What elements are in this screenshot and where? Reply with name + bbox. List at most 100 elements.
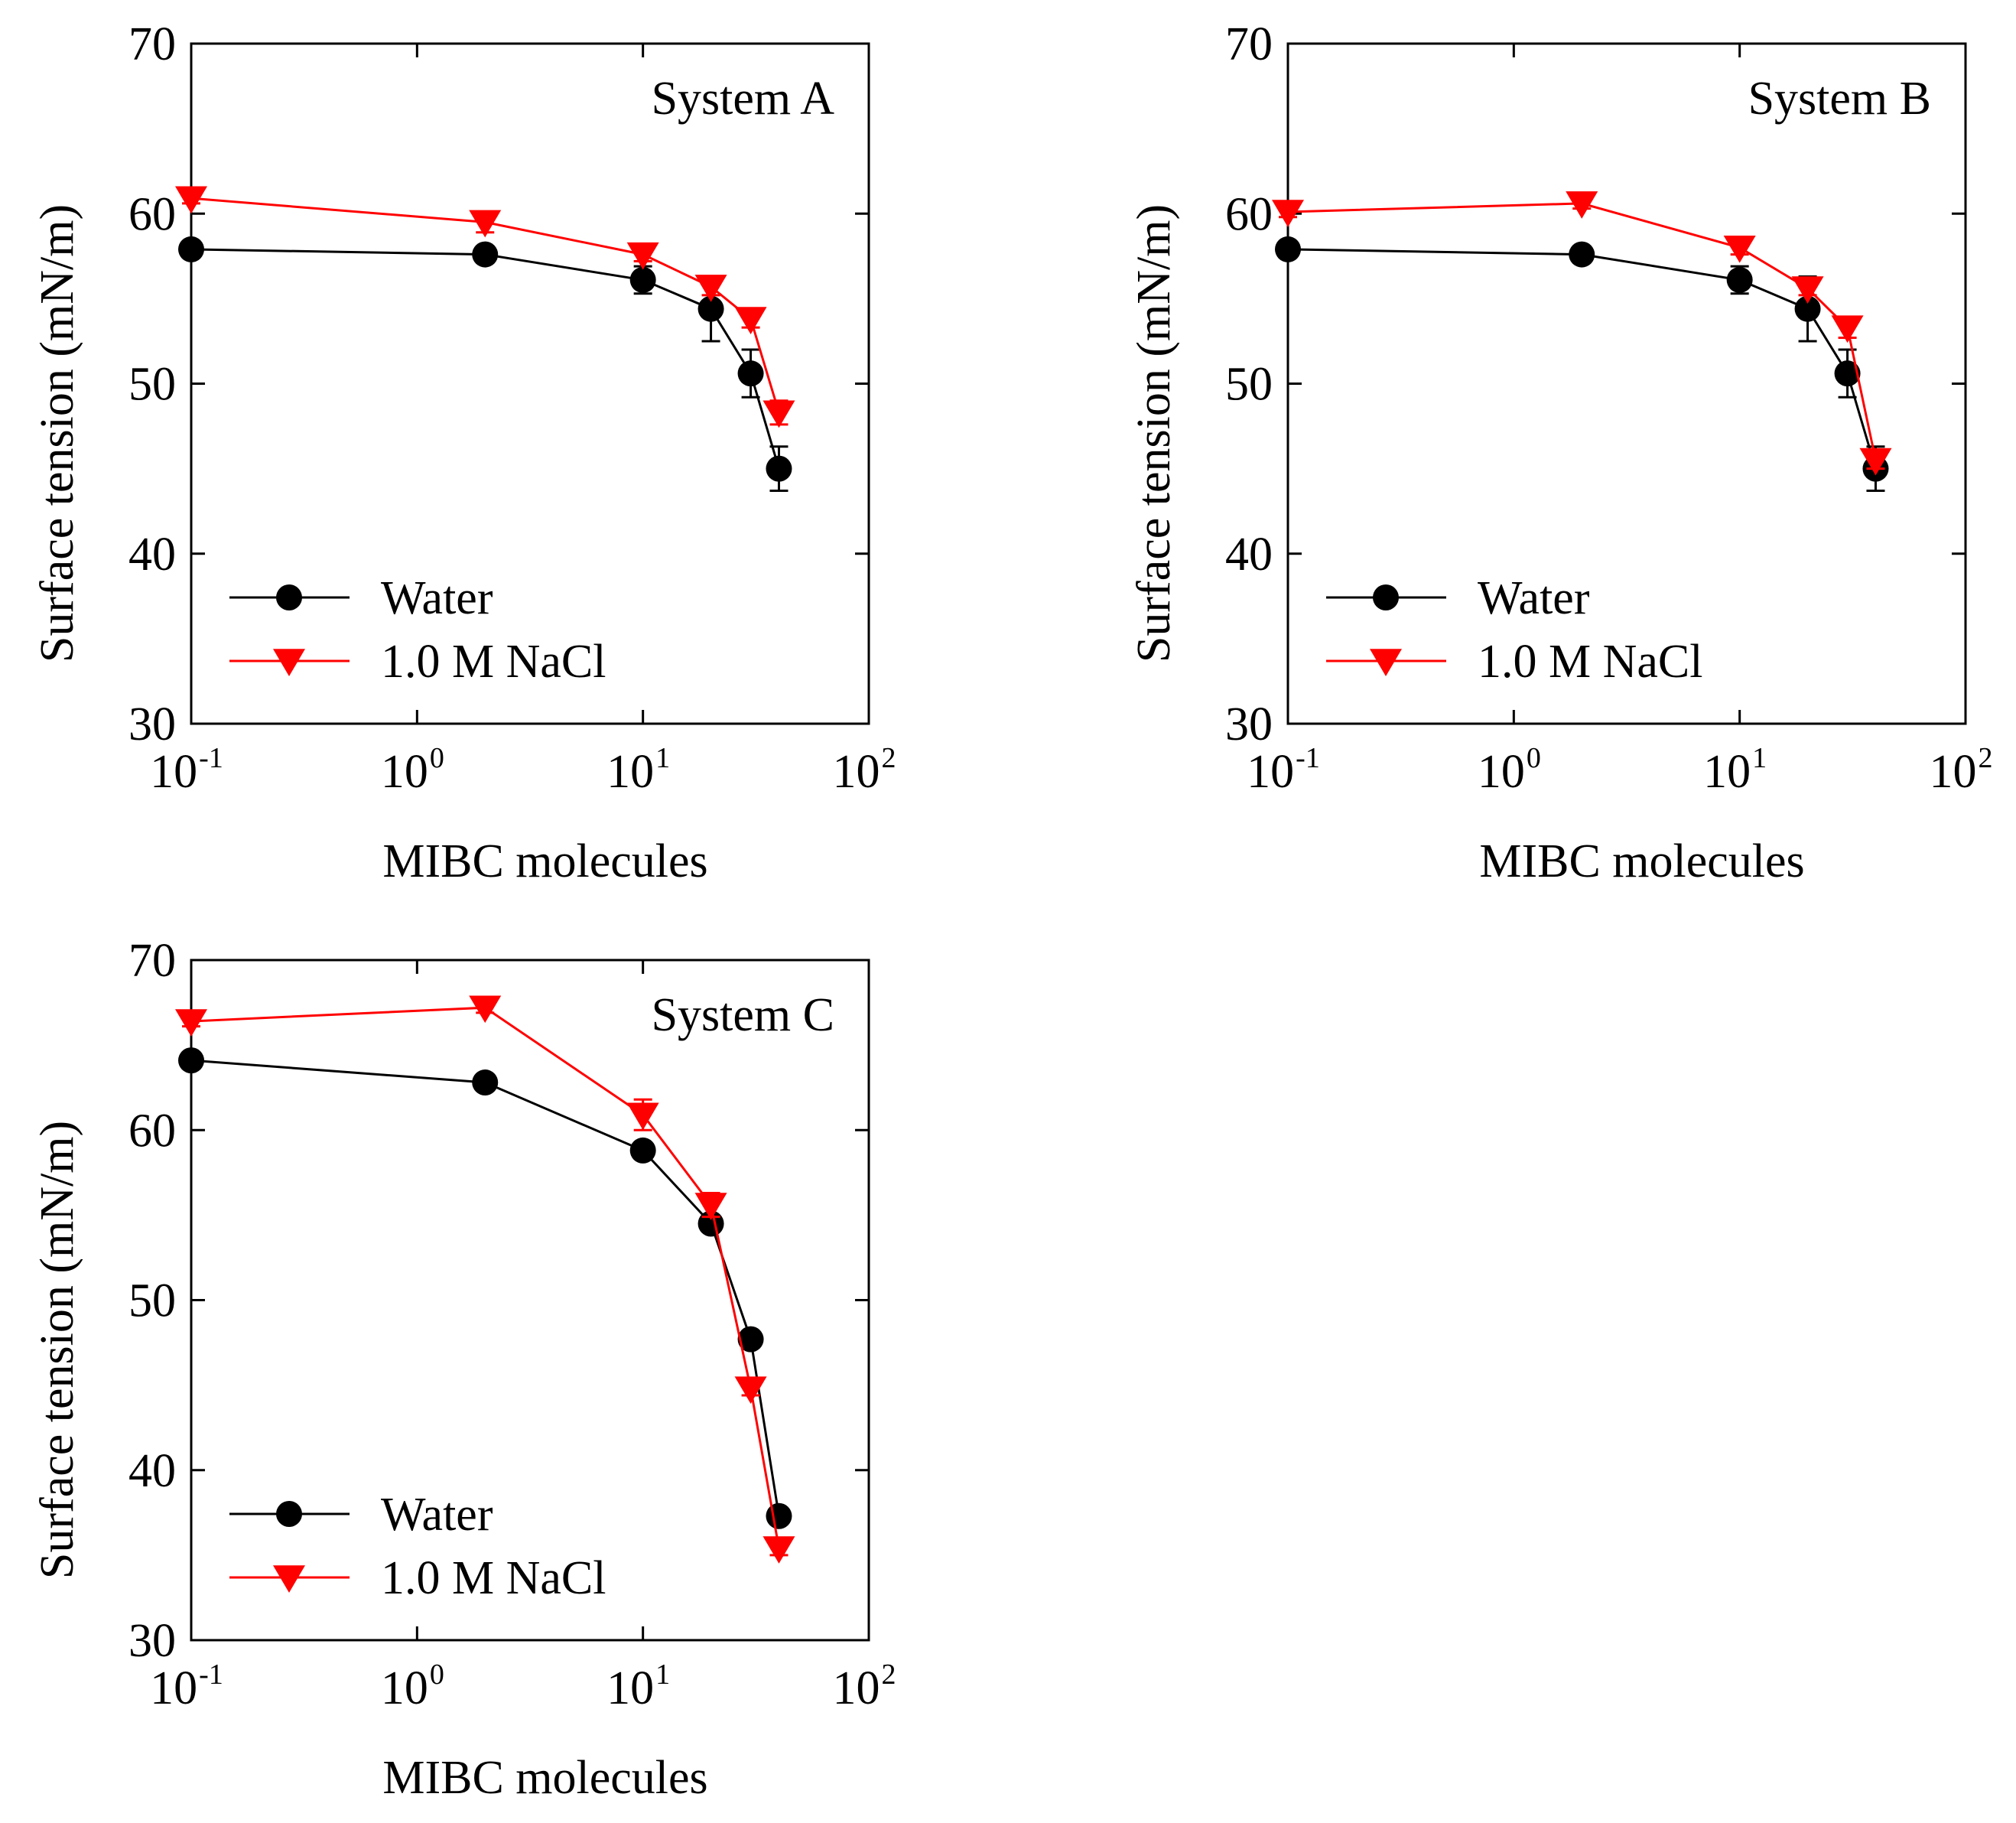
y-tick-label: 60 <box>128 188 176 240</box>
x-tick-label: 102 <box>833 742 896 798</box>
data-point <box>1566 191 1598 219</box>
x-tick-base: 10 <box>833 746 880 798</box>
x-tick-base: 10 <box>150 1662 197 1714</box>
y-tick-label: 70 <box>128 935 176 987</box>
y-tick-label: 30 <box>128 698 176 750</box>
series-line <box>190 197 780 413</box>
series-line <box>190 1059 780 1517</box>
panel-title: System B <box>1748 73 1931 125</box>
x-tick-base: 10 <box>1703 746 1751 798</box>
x-tick-exponent: -1 <box>199 742 223 774</box>
x-tick-label: 101 <box>606 1659 670 1714</box>
series-line <box>190 1006 780 1549</box>
legend-label: Water <box>381 572 493 624</box>
y-axis-label: Surface tension (mN/m) <box>1128 204 1180 662</box>
data-point <box>178 236 204 262</box>
y-tick-label: 70 <box>128 18 176 70</box>
data-point <box>178 1047 204 1074</box>
x-tick-exponent: 2 <box>1979 742 1993 774</box>
y-tick-label: 70 <box>1225 18 1273 70</box>
series-water <box>178 236 792 493</box>
x-axis-label: MIBC molecules <box>1479 835 1804 887</box>
legend-marker <box>1373 584 1399 610</box>
data-point <box>472 241 499 268</box>
data-point <box>1275 236 1301 262</box>
x-tick-exponent: 1 <box>655 742 670 774</box>
series-water <box>178 1047 792 1529</box>
y-tick-label: 50 <box>1225 359 1273 411</box>
series-nacl <box>175 995 795 1564</box>
x-tick-base: 10 <box>1478 746 1525 798</box>
data-point <box>1834 360 1861 387</box>
legend-label: Water <box>381 1489 493 1541</box>
series-nacl <box>175 186 795 428</box>
legend-marker <box>273 1565 305 1593</box>
data-point <box>697 295 724 322</box>
x-tick-exponent: -1 <box>199 1659 223 1691</box>
x-tick-label: 100 <box>381 1659 444 1714</box>
data-point <box>626 1102 659 1131</box>
y-tick-label: 60 <box>1225 188 1273 240</box>
data-point <box>629 266 656 293</box>
data-point <box>1726 266 1753 293</box>
y-tick-label: 40 <box>1225 529 1273 581</box>
data-point <box>1859 448 1892 476</box>
x-tick-label: 10-1 <box>150 1659 223 1714</box>
x-tick-base: 10 <box>381 1662 428 1714</box>
x-tick-exponent: 0 <box>430 742 444 774</box>
legend: Water 1.0 M NaCl <box>1326 572 1703 688</box>
y-tick-label: 30 <box>128 1615 176 1667</box>
legend-label: 1.0 M NaCl <box>1478 636 1703 688</box>
legend-label: 1.0 M NaCl <box>381 1552 606 1604</box>
legend-marker <box>1370 649 1402 676</box>
x-axis-label: MIBC molecules <box>382 835 707 887</box>
x-tick-exponent: 2 <box>882 742 896 774</box>
legend-marker <box>273 649 305 676</box>
x-tick-label: 10-1 <box>1247 742 1320 798</box>
x-tick-base: 10 <box>606 746 654 798</box>
x-tick-base: 10 <box>1247 746 1294 798</box>
y-tick-label: 50 <box>128 359 176 411</box>
x-tick-label: 10-1 <box>150 742 223 798</box>
data-point <box>763 1536 795 1564</box>
series-nacl <box>1272 191 1892 476</box>
x-tick-exponent: 1 <box>1752 742 1767 774</box>
x-tick-base: 10 <box>833 1662 880 1714</box>
data-point <box>1794 295 1821 322</box>
legend-label: 1.0 M NaCl <box>381 636 606 688</box>
series-line <box>190 248 780 470</box>
data-point <box>737 360 764 387</box>
y-tick-label: 40 <box>128 1445 176 1497</box>
x-tick-exponent: 0 <box>1527 742 1541 774</box>
x-axis-label: MIBC molecules <box>382 1752 707 1804</box>
series-line <box>1287 202 1877 461</box>
data-point <box>1791 276 1824 304</box>
x-tick-base: 10 <box>1930 746 1977 798</box>
data-point <box>175 186 207 214</box>
data-point <box>1831 315 1864 343</box>
data-point <box>629 1137 656 1164</box>
plot-frame <box>190 42 870 725</box>
x-tick-label: 101 <box>606 742 670 798</box>
x-tick-exponent: 2 <box>882 1659 896 1691</box>
data-point <box>763 400 795 428</box>
x-tick-base: 10 <box>381 746 428 798</box>
data-point <box>472 1069 499 1096</box>
x-tick-label: 100 <box>1478 742 1541 798</box>
data-point <box>469 210 502 238</box>
data-point <box>694 275 727 302</box>
data-point <box>734 307 767 334</box>
legend-label: Water <box>1478 572 1590 624</box>
plot-frame <box>1286 42 1967 725</box>
x-tick-label: 102 <box>1930 742 1993 798</box>
data-point <box>1723 235 1756 263</box>
x-tick-exponent: -1 <box>1296 742 1320 774</box>
data-point <box>737 1326 764 1353</box>
x-tick-base: 10 <box>606 1662 654 1714</box>
data-point <box>469 995 502 1024</box>
legend-marker <box>276 1501 302 1527</box>
panel-title: System A <box>652 73 835 125</box>
legend: Water 1.0 M NaCl <box>229 572 606 688</box>
